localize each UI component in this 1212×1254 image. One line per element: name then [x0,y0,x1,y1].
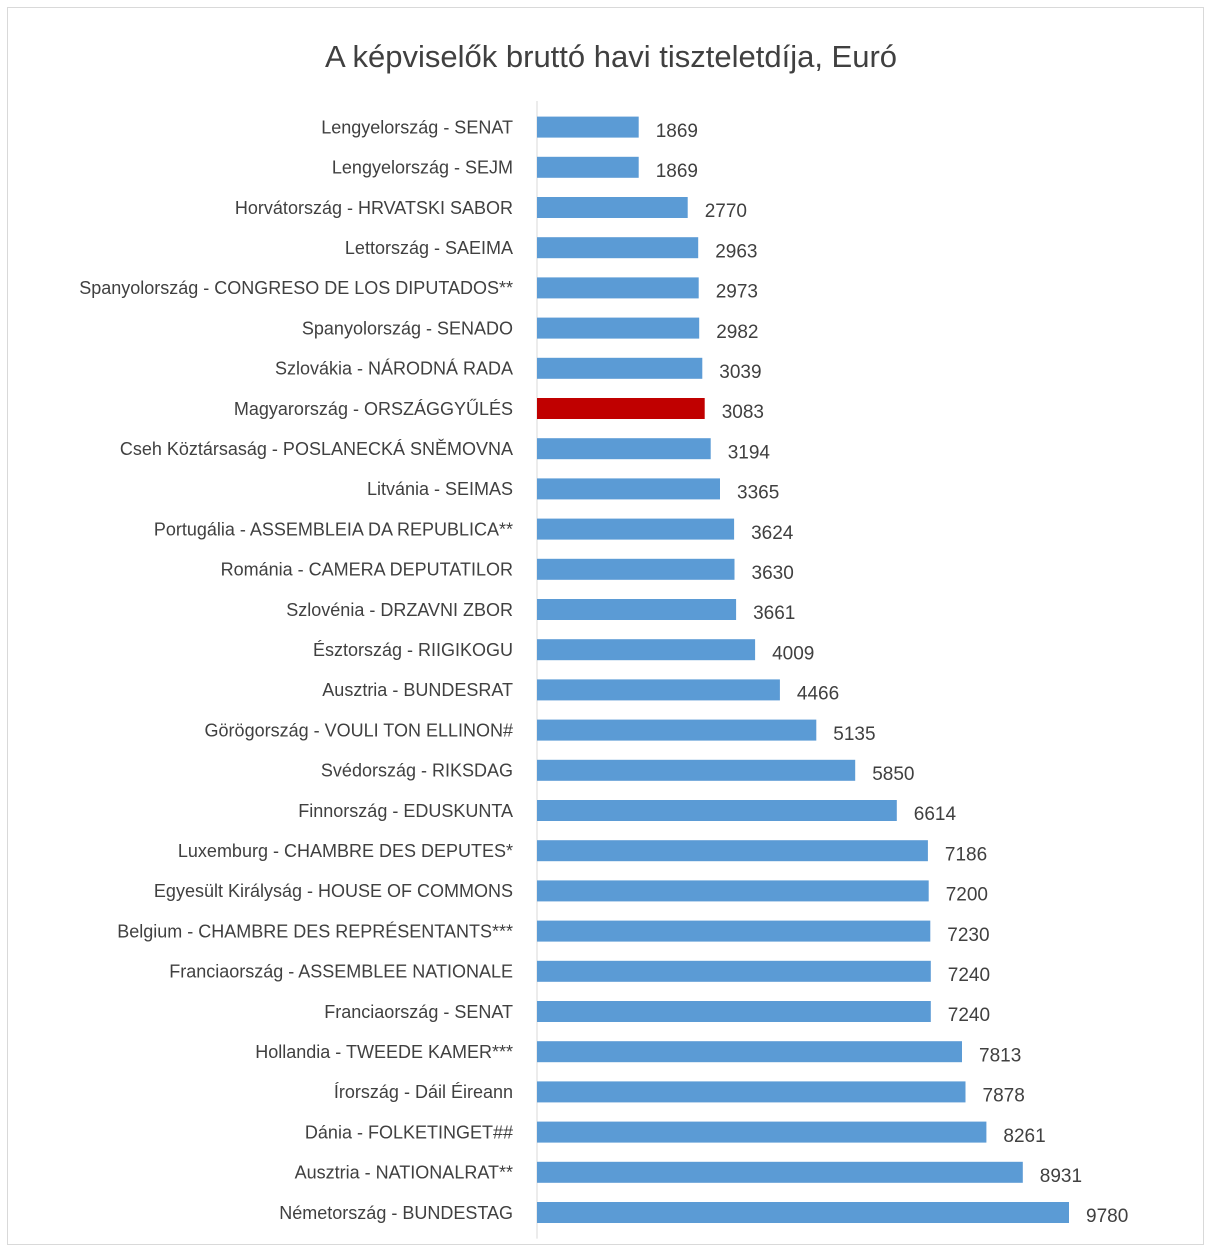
category-label: Lettország - SAEIMA [345,238,513,258]
value-label: 1869 [656,121,698,142]
category-labels-group: Lengyelország - SENAT Lengyelország - SEJ… [79,117,513,1222]
value-label: 2982 [716,322,758,343]
category-label: Portugália - ASSEMBLEIA DA REPUBLICA** [154,519,513,539]
value-label: 4009 [772,643,814,664]
bar [537,1121,987,1143]
bar [537,156,639,178]
bar [537,197,688,218]
bar [537,639,756,661]
bar [537,960,931,982]
bar [537,800,897,821]
category-label: Románia - CAMERA DEPUTATILOR [221,560,513,580]
bar [537,1202,1069,1223]
category-label: Cseh Köztársaság - POSLANECKÁ SNĚMOVNA [120,439,513,459]
chart-title: A képviselők bruttó havi tiszteletdíja, … [325,39,897,74]
category-label: Görögország - VOULI TON ELLINON# [205,720,513,740]
category-label: Írország - Dáil Éireann [334,1082,513,1102]
value-label: 8931 [1040,1166,1082,1187]
bar [537,880,929,902]
bar [537,1081,966,1103]
category-label: Lengyelország - SEJM [332,158,513,178]
category-label: Lengyelország - SENAT [321,117,513,137]
value-label: 7230 [947,925,989,946]
category-label: Finnország - EDUSKUNTA [298,801,513,821]
category-label: Ausztria - NATIONALRAT** [295,1163,513,1183]
category-label: Litvánia - SEIMAS [367,479,513,499]
bar [537,237,699,259]
category-label: Horvátország - HRVATSKI SABOR [235,198,513,218]
value-label: 7200 [946,885,988,906]
bar [537,558,735,580]
category-label: Svédország - RIKSDAG [321,761,513,781]
value-label: 4466 [797,684,839,705]
category-label: Szlovákia - NÁRODNÁ RADA [275,359,513,379]
bar [537,357,703,379]
bar [537,1001,931,1022]
bar [537,599,737,620]
bar [537,1041,962,1063]
value-label: 5135 [833,724,875,745]
bar [537,840,928,862]
category-label: Németország - BUNDESTAG [279,1203,513,1223]
category-label: Franciaország - ASSEMBLEE NATIONALE [169,962,513,982]
bar [537,478,720,500]
value-label: 7240 [948,965,990,986]
value-label: 3083 [722,402,764,423]
bar-chart: A képviselők bruttó havi tiszteletdíja, … [79,39,1129,1239]
bar-highlight [537,398,705,419]
category-label: Hollandia - TWEEDE KAMER*** [255,1042,513,1062]
value-label: 7186 [945,844,987,865]
value-label: 7813 [979,1045,1021,1066]
bar [537,116,639,138]
category-label: Magyarország - ORSZÁGGYŰLÉS [234,398,513,419]
value-label: 9780 [1086,1206,1128,1227]
bar [537,759,856,781]
bar [537,1161,1023,1183]
bar [537,438,711,460]
value-label: 2770 [705,201,747,222]
category-label: Egyesült Királyság - HOUSE OF COMMONS [154,881,513,901]
value-label: 3039 [719,362,761,383]
bar [537,679,780,701]
value-label: 3365 [737,483,779,504]
chart-area: A képviselők bruttó havi tiszteletdíja, … [7,7,1204,1245]
category-label: Ausztria - BUNDESRAT [322,680,513,700]
category-label: Spanyolország - SENADO [302,318,513,338]
value-label: 7878 [983,1086,1025,1107]
bars-group [537,116,1069,1223]
bar [537,277,699,299]
category-label: Dánia - FOLKETINGET## [305,1122,513,1142]
category-label: Belgium - CHAMBRE DES REPRÉSENTANTS*** [117,921,513,941]
bar [537,920,931,942]
value-label: 2973 [716,282,758,303]
value-label: 6614 [914,804,957,825]
value-label: 5850 [872,764,914,785]
category-label: Észtország - RIIGIKOGU [313,640,513,660]
category-label: Szlovénia - DRZAVNI ZBOR [286,600,513,620]
value-label: 1869 [656,161,698,182]
value-label: 8261 [1003,1126,1045,1147]
value-label: 2963 [715,241,757,262]
category-label: Franciaország - SENAT [324,1002,513,1022]
value-labels-group: 1869 1869 2770 2963 2973 2982 3039 3083 3194 3365… [656,121,1129,1227]
value-label: 7240 [948,1005,990,1026]
value-label: 3624 [751,523,794,544]
bar [537,317,700,339]
bar [537,518,735,540]
value-label: 3630 [752,563,794,584]
value-label: 3661 [753,603,795,624]
category-label: Luxemburg - CHAMBRE DES DEPUTES* [178,841,513,861]
value-label: 3194 [728,442,771,463]
category-label: Spanyolország - CONGRESO DE LOS DIPUTADO… [79,278,513,298]
bar [537,719,817,741]
